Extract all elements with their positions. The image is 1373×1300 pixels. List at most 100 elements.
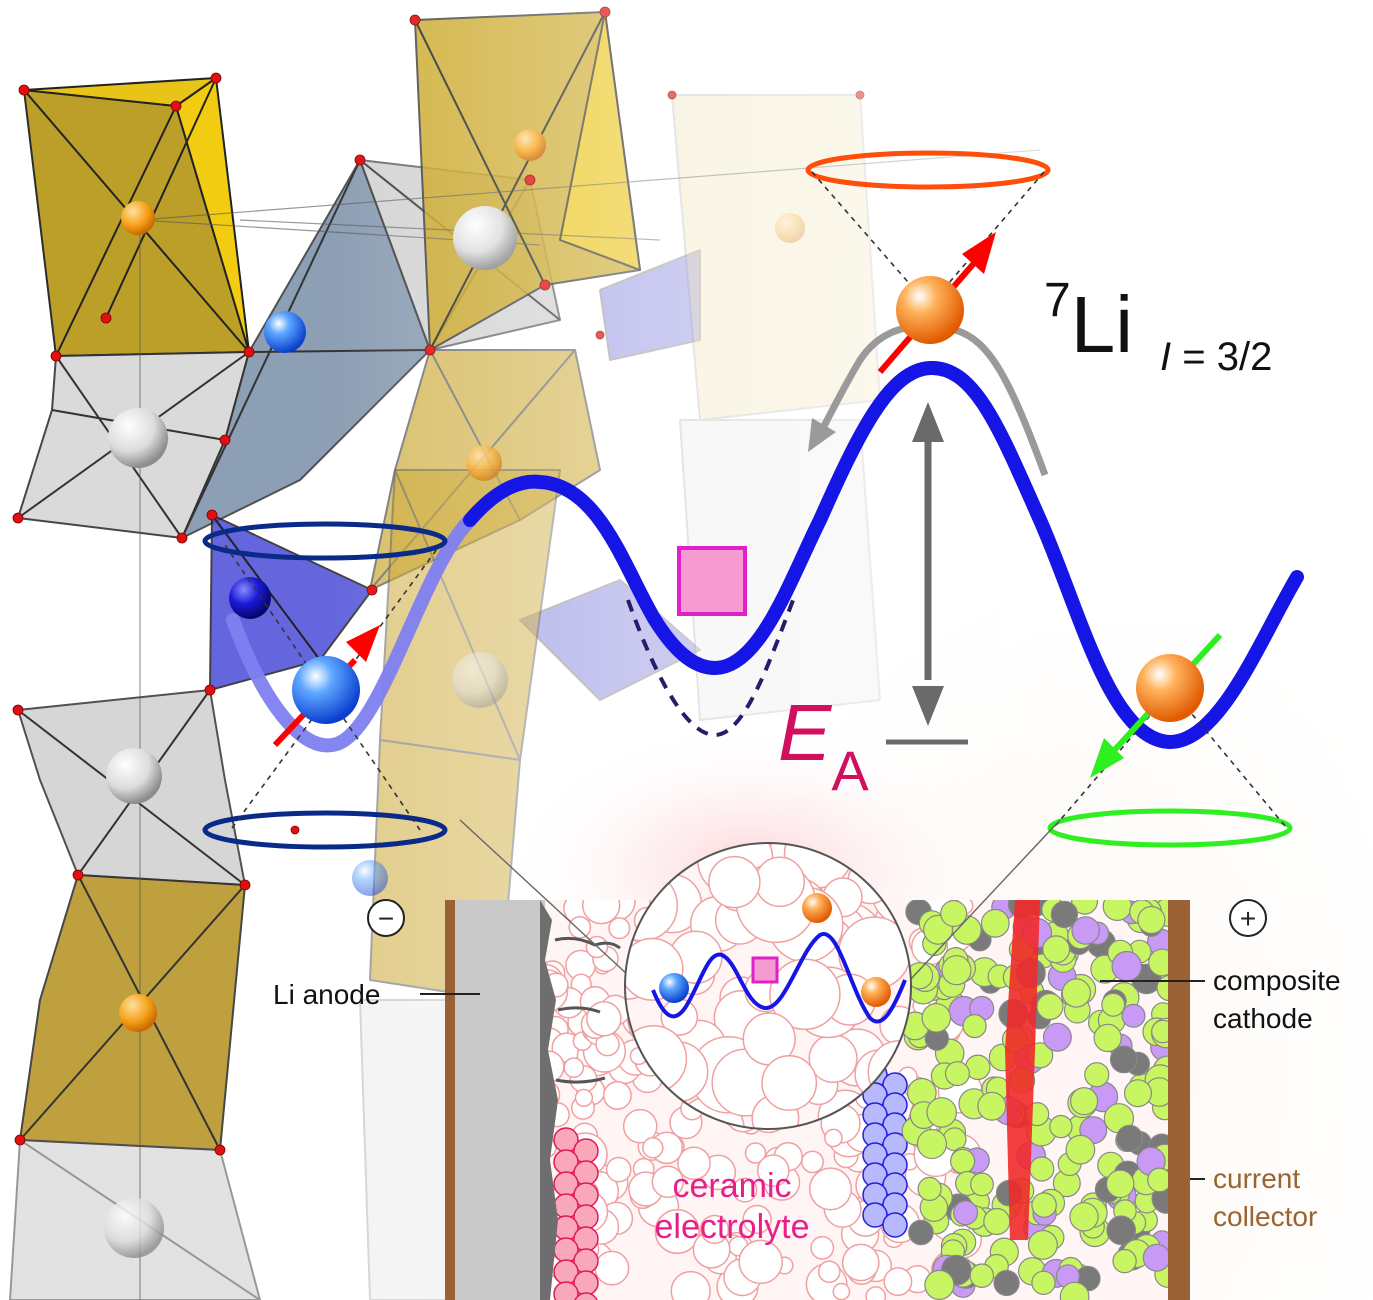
- particle: [574, 1088, 594, 1108]
- particle: [1112, 1248, 1137, 1274]
- particle: [738, 1239, 783, 1285]
- particle: [916, 1128, 948, 1160]
- anode-label: Li anode: [273, 979, 380, 1010]
- particle: [608, 917, 631, 940]
- orange-atom: [119, 994, 157, 1032]
- particle: [670, 1270, 711, 1300]
- energy-curve-left-faded: [226, 513, 477, 753]
- particle: [651, 1165, 685, 1199]
- activation-arrow-head-bottom: [912, 686, 944, 726]
- electrolyte-label-line2: electrolyte: [655, 1208, 810, 1246]
- li-ion-orange-top: [896, 276, 964, 344]
- current-collector-left: [445, 900, 455, 1300]
- particle: [841, 1243, 880, 1282]
- hopping-arrow-head: [808, 418, 836, 452]
- zoom-vacancy: [751, 956, 779, 984]
- particle: [708, 855, 761, 909]
- particle: [917, 1176, 942, 1202]
- isotope-label: 7Li: [1044, 274, 1133, 369]
- particle: [883, 1267, 913, 1297]
- particle: [924, 1269, 955, 1300]
- particle: [622, 1108, 658, 1144]
- precession-cone-left: [202, 521, 448, 850]
- particle: [553, 1281, 579, 1300]
- particle: [1071, 900, 1099, 915]
- particle: [824, 1128, 843, 1148]
- zoom-li-blue: [659, 973, 689, 1003]
- particle: [1042, 935, 1071, 964]
- cathode-label-line2: cathode: [1213, 1003, 1313, 1034]
- particle: [1042, 1022, 1072, 1052]
- anode-interphase: [540, 900, 558, 1300]
- particle: [808, 1033, 858, 1083]
- particle: [1123, 1079, 1152, 1108]
- particle: [1101, 992, 1126, 1017]
- particle: [953, 1200, 979, 1226]
- particle: [832, 1282, 851, 1300]
- li-anode: [455, 900, 545, 1300]
- particle: [756, 1154, 790, 1187]
- particle: [941, 955, 972, 986]
- particle: [817, 1260, 841, 1284]
- collector-label-line1: current: [1213, 1163, 1300, 1194]
- activation-arrow-head-top: [912, 402, 944, 442]
- particle: [594, 1250, 630, 1286]
- energy-curve: [463, 361, 1304, 750]
- particle: [862, 1202, 888, 1228]
- li-ion-orange-right: [1136, 654, 1204, 722]
- electrolyte-particles-blue: [862, 1062, 908, 1238]
- particle: [605, 1156, 632, 1183]
- zoom-li-orange-top: [802, 893, 832, 923]
- particle: [1061, 978, 1092, 1008]
- electrolyte-label-line1: ceramic: [672, 1167, 791, 1205]
- particle: [677, 1146, 711, 1181]
- particle: [568, 916, 592, 939]
- particle: [921, 1003, 952, 1033]
- particle: [769, 958, 841, 1031]
- particle: [865, 1286, 887, 1300]
- particle: [1111, 950, 1143, 982]
- li-ion-blue: [292, 656, 360, 724]
- particle: [983, 1207, 1011, 1236]
- particle: [574, 1292, 598, 1300]
- particle: [761, 1055, 818, 1111]
- particle: [742, 1204, 772, 1235]
- dark-blue-atom: [229, 577, 271, 619]
- particle: [969, 1263, 995, 1288]
- particle: [602, 1081, 632, 1110]
- particle: [1027, 1229, 1058, 1260]
- particle: [1065, 1134, 1096, 1165]
- particle: [882, 1212, 908, 1238]
- energy-landscape: 7Li I = 3/2 EA: [202, 150, 1304, 850]
- particle: [810, 1235, 835, 1260]
- zoom-energy-curve: [651, 932, 907, 1024]
- particle: [1031, 1192, 1057, 1218]
- particle: [944, 1061, 970, 1087]
- precession-cone-right: [1047, 632, 1293, 848]
- collector-label-line2: collector: [1213, 1201, 1317, 1232]
- particle: [970, 1172, 994, 1197]
- particle: [1105, 1169, 1135, 1199]
- particle: [940, 900, 968, 927]
- particle: [1029, 1156, 1055, 1182]
- cathode-particles: [900, 900, 1184, 1300]
- particle: [1121, 1003, 1146, 1028]
- particle: [1036, 992, 1064, 1021]
- zoom-lines: [459, 819, 1061, 981]
- particle: [1109, 1045, 1138, 1074]
- particle: [908, 1219, 934, 1246]
- particle: [801, 1150, 824, 1174]
- svg-text:−: −: [378, 903, 394, 934]
- particle: [1093, 1023, 1122, 1053]
- electrolyte-particles-pink: [553, 1127, 599, 1300]
- particle: [744, 1142, 767, 1164]
- particle: [949, 1148, 976, 1174]
- blue-atom: [264, 311, 306, 353]
- white-atom: [108, 408, 168, 468]
- cathode-conductive-stripe: [1005, 900, 1040, 1240]
- particle: [642, 1137, 664, 1159]
- particle: [1069, 1202, 1099, 1232]
- particle: [1137, 905, 1166, 935]
- svg-text:+: +: [1240, 903, 1256, 934]
- particle: [808, 1167, 853, 1211]
